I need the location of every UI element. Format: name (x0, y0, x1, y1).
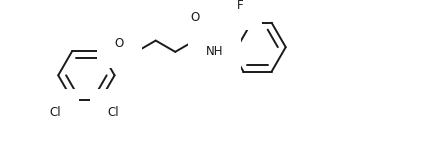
Text: Cl: Cl (108, 106, 119, 119)
Text: Cl: Cl (49, 106, 61, 119)
Text: F: F (237, 0, 244, 12)
Text: NH: NH (206, 45, 223, 58)
Text: O: O (115, 37, 124, 50)
Text: O: O (190, 11, 199, 24)
